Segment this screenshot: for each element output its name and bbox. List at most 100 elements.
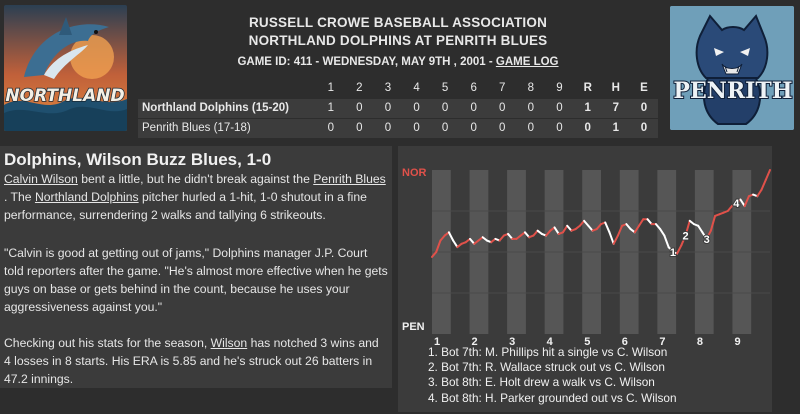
event-item: 1. Bot 7th: M. Phillips hit a single vs … bbox=[428, 345, 668, 359]
inning-header: 2 bbox=[356, 81, 363, 94]
win-prob-segment bbox=[523, 231, 531, 239]
win-prob-segment bbox=[739, 198, 746, 208]
win-prob-segment bbox=[701, 231, 708, 240]
inning-tick-label: 1 bbox=[434, 336, 440, 346]
inning-header: 3 bbox=[384, 81, 392, 94]
inning-score: 0 bbox=[373, 117, 403, 138]
inning-tick-label: 4 bbox=[547, 336, 554, 346]
inning-score: 0 bbox=[459, 117, 488, 138]
game-meta: GAME ID: 411 - WEDNESDAY, MAY 9TH , 2001… bbox=[130, 56, 666, 68]
inning-header: 9 bbox=[556, 81, 563, 94]
matchup-title: NORTHLAND DOLPHINS AT PENRITH BLUES bbox=[248, 33, 548, 48]
win-prob-segment bbox=[578, 219, 586, 227]
team-name[interactable]: Penrith Blues (17-18) bbox=[138, 117, 317, 138]
inning-score: 0 bbox=[545, 97, 574, 118]
win-prob-segment bbox=[646, 218, 653, 226]
story-headline: Dolphins, Wilson Buzz Blues, 1-0 bbox=[4, 150, 272, 169]
story-text: bent a little, but he didn't break again… bbox=[77, 172, 314, 186]
story-paragraph-1: Calvin Wilson bent a little, but he didn… bbox=[4, 170, 388, 224]
win-prob-segment bbox=[507, 232, 514, 240]
errors-header: E bbox=[640, 81, 648, 94]
win-prob-segment bbox=[726, 205, 733, 212]
win-prob-segment bbox=[625, 223, 632, 231]
inning-score: 0 bbox=[316, 117, 346, 138]
win-prob-segment bbox=[667, 246, 674, 253]
win-prob-segment bbox=[709, 214, 717, 232]
inning-score: 0 bbox=[373, 97, 403, 118]
win-prob-segment bbox=[616, 224, 624, 237]
team-header bbox=[138, 78, 317, 98]
linescore-header-row: 1 2 3 4 5 6 7 8 9 R H E bbox=[138, 78, 658, 98]
win-prob-segment bbox=[587, 224, 594, 232]
inning-header: 1 bbox=[327, 81, 334, 94]
inning-tick-label: 2 bbox=[472, 336, 478, 346]
win-prob-segment bbox=[659, 228, 666, 237]
inning-score: 0 bbox=[402, 117, 431, 138]
win-prob-segment bbox=[654, 223, 662, 231]
win-prob-segment bbox=[743, 195, 750, 208]
inning-score: 0 bbox=[487, 97, 517, 118]
penrith-blues-logo[interactable]: PENRITH bbox=[670, 6, 794, 130]
story-text: . The bbox=[4, 190, 35, 204]
inning-tick-label: 3 bbox=[509, 336, 515, 346]
errors-total: 0 bbox=[629, 97, 658, 118]
win-prob-segment bbox=[680, 234, 687, 247]
team-name[interactable]: Northland Dolphins (15-20) bbox=[138, 97, 317, 118]
event-item: 2. Bot 7th: R. Wallace struck out vs C. … bbox=[428, 360, 665, 375]
inning-score: 0 bbox=[545, 117, 574, 138]
event-item: 4. Bot 8th: H. Parker grounded out vs C.… bbox=[428, 390, 677, 405]
win-prob-segment bbox=[452, 239, 459, 249]
story-text: Checking out his stats for the season, bbox=[4, 336, 211, 350]
story-text: pitcher hurled a 1-hit, 1-0 shutout in a… bbox=[4, 190, 367, 222]
win-prob-segment bbox=[545, 229, 552, 237]
team-bottom-label: PEN bbox=[402, 321, 425, 333]
win-prob-segment bbox=[756, 188, 763, 198]
inning-header: 8 bbox=[527, 81, 535, 94]
team-link-penrith-blues[interactable]: Penrith Blues bbox=[313, 172, 386, 186]
runs-total: 1 bbox=[573, 97, 602, 118]
inning-tick-label: 9 bbox=[734, 336, 740, 346]
inning-score: 1 bbox=[316, 97, 346, 118]
event-marker: 1 bbox=[670, 247, 676, 259]
key-events-list: 1. Bot 7th: M. Phillips hit a single vs … bbox=[428, 345, 677, 406]
win-prob-segment bbox=[439, 234, 446, 242]
win-prob-segment bbox=[612, 234, 619, 245]
inning-tick-label: 8 bbox=[697, 336, 703, 346]
win-prob-segment bbox=[431, 251, 438, 258]
win-prob-segment bbox=[447, 231, 455, 242]
inning-score: 0 bbox=[402, 97, 431, 118]
penrith-logo-text: PENRITH bbox=[673, 78, 792, 104]
team-link-northland-dolphins[interactable]: Northland Dolphins bbox=[34, 190, 139, 204]
win-prob-segment bbox=[663, 234, 670, 249]
story-paragraph-2: "Calvin is good at getting out of jams,"… bbox=[4, 246, 388, 314]
win-prob-segment bbox=[684, 219, 691, 237]
player-link-calvin-wilson[interactable]: Calvin Wilson bbox=[4, 172, 78, 186]
win-prob-segment bbox=[583, 219, 590, 227]
northland-logo-text: NORTHLAND bbox=[5, 86, 124, 106]
hits-total: 1 bbox=[601, 117, 630, 138]
game-story: Dolphins, Wilson Buzz Blues, 1-0 Calvin … bbox=[0, 146, 392, 388]
game-log-link[interactable]: GAME LOG bbox=[495, 56, 559, 68]
win-prob-segment bbox=[553, 226, 560, 235]
inning-score: 0 bbox=[430, 97, 460, 118]
story-paragraph-3: Checking out his stats for the season, W… bbox=[4, 334, 388, 388]
inning-score: 0 bbox=[516, 117, 546, 138]
win-prob-segment bbox=[760, 178, 767, 191]
player-link-wilson[interactable]: Wilson bbox=[210, 336, 248, 350]
inning-header: 5 bbox=[441, 81, 449, 94]
errors-total: 0 bbox=[629, 117, 658, 138]
win-prob-segment bbox=[705, 229, 712, 240]
win-prob-segment bbox=[561, 224, 569, 234]
inning-header: 6 bbox=[470, 81, 477, 94]
northland-dolphins-logo[interactable]: NORTHLAND bbox=[4, 5, 127, 131]
inning-tick-label: 7 bbox=[659, 336, 665, 346]
team-row: Northland Dolphins (15-20) 1 0 0 0 0 0 0… bbox=[138, 97, 658, 118]
inning-score: 0 bbox=[487, 117, 517, 138]
association-title: RUSSELL CROWE BASEBALL ASSOCIATION bbox=[248, 15, 548, 30]
win-prob-segment bbox=[532, 229, 539, 237]
event-marker: 3 bbox=[704, 234, 710, 246]
inning-tick-label: 5 bbox=[584, 336, 590, 346]
win-prob-segment bbox=[638, 218, 645, 227]
event-marker: 2 bbox=[683, 231, 689, 243]
inning-score: 0 bbox=[459, 97, 488, 118]
